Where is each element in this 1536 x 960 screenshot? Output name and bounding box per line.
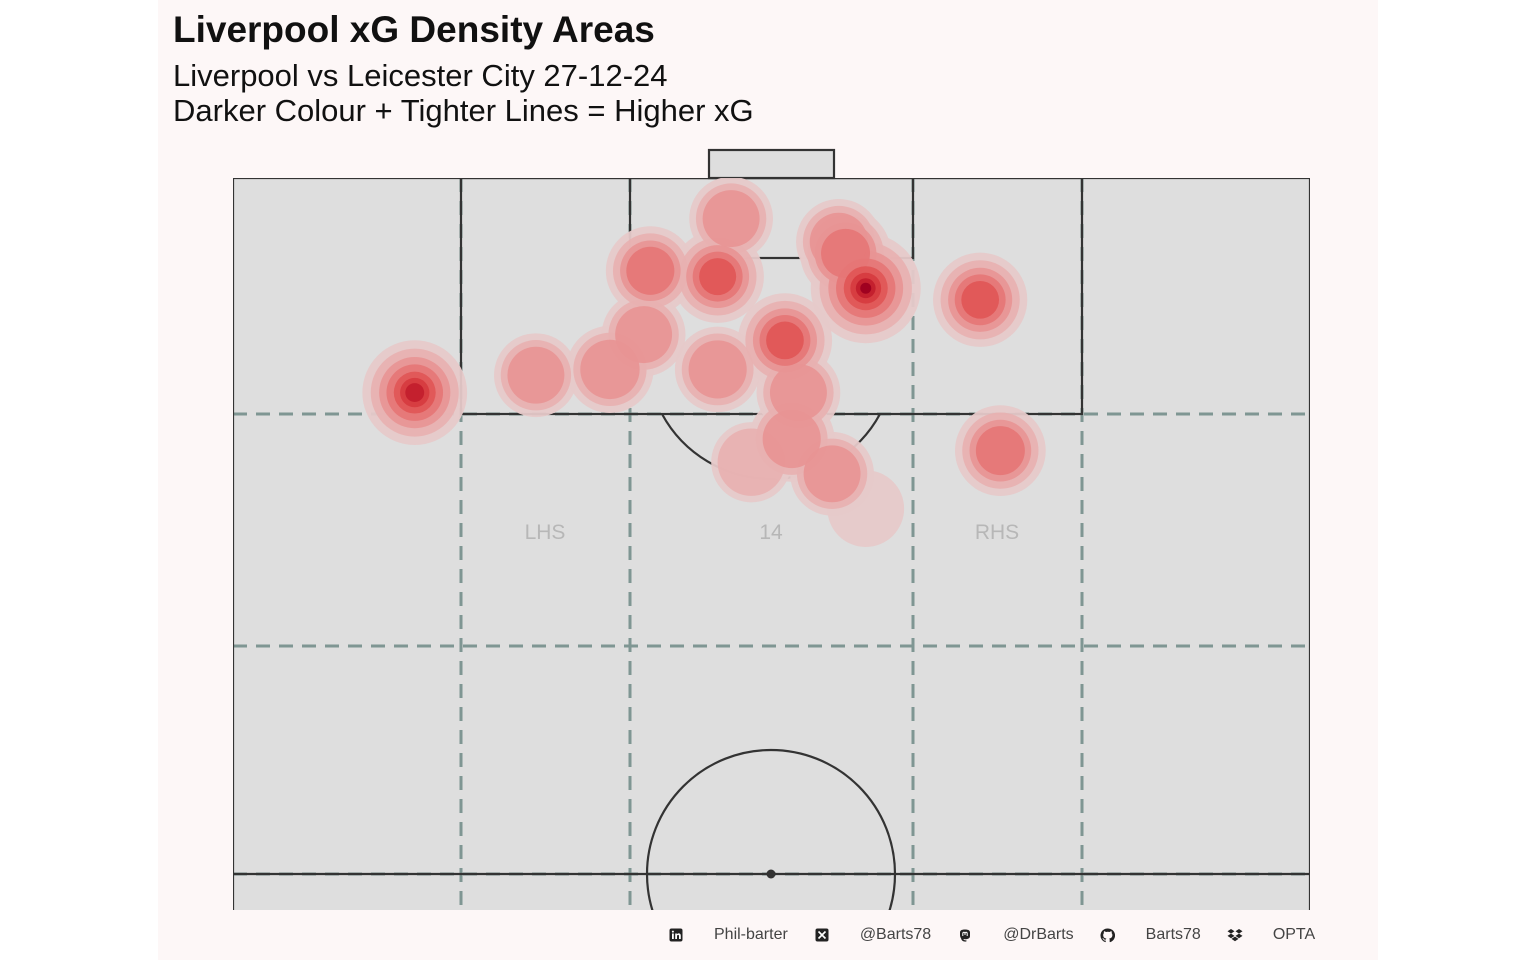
caption-x: @Barts78 xyxy=(859,926,932,943)
density-contour-15-level-3 xyxy=(803,445,861,503)
goal xyxy=(707,148,836,180)
caption-github: Barts78 xyxy=(1145,926,1201,943)
density-contour-19-level-3 xyxy=(615,306,673,364)
density-contour-17-level-7 xyxy=(405,383,425,403)
linkedin-icon[interactable] xyxy=(668,927,684,943)
density-contour-4-level-4 xyxy=(821,228,871,278)
density-contour-6-level-5 xyxy=(961,280,1000,319)
density-contour-9-level-3 xyxy=(688,340,747,399)
density-contour-1-level-8 xyxy=(860,282,872,294)
dropbox-icon[interactable] xyxy=(1227,927,1243,943)
density-contour-11-level-3 xyxy=(762,409,821,469)
pitch-surface xyxy=(233,178,1310,910)
chart-title: Liverpool xG Density Areas xyxy=(173,9,655,50)
caption-source: OPTA xyxy=(1272,926,1316,943)
mastodon-icon[interactable] xyxy=(957,927,973,943)
centre-spot xyxy=(766,869,776,879)
zone-label-rhs: RHS xyxy=(975,521,1019,544)
density-contour-2-level-5 xyxy=(766,321,804,360)
zone-labels: LHS 14 RHS xyxy=(525,521,1020,544)
six-yard-box xyxy=(628,178,915,260)
caption-bar: Phil-barter @Barts78 @DrBarts Barts78 OP… xyxy=(668,924,1315,946)
xg-density-layer xyxy=(362,178,1046,547)
density-contour-10-level-3 xyxy=(769,364,827,422)
zone-label-14: 14 xyxy=(759,521,783,544)
zone-label-lhs: LHS xyxy=(525,521,566,544)
github-icon[interactable] xyxy=(1100,927,1116,943)
caption-mastodon: @DrBarts xyxy=(1003,926,1074,943)
centre-circle xyxy=(645,748,897,910)
caption-linkedin: Phil-barter xyxy=(714,926,788,943)
density-contour-8-level-3 xyxy=(702,190,760,248)
pitch-chart: LHS 14 RHS xyxy=(233,148,1310,910)
x-twitter-icon[interactable] xyxy=(814,927,830,943)
chart-subtitle-line-2: Darker Colour + Tighter Lines = Higher x… xyxy=(173,93,754,128)
density-contour-3-level-5 xyxy=(699,258,737,296)
density-contour-18-level-4 xyxy=(975,426,1025,476)
density-contour-14-level-3 xyxy=(507,346,565,404)
density-contour-5-level-4 xyxy=(626,246,675,295)
chart-subtitle-line-1: Liverpool vs Leicester City 27-12-24 xyxy=(173,58,668,93)
